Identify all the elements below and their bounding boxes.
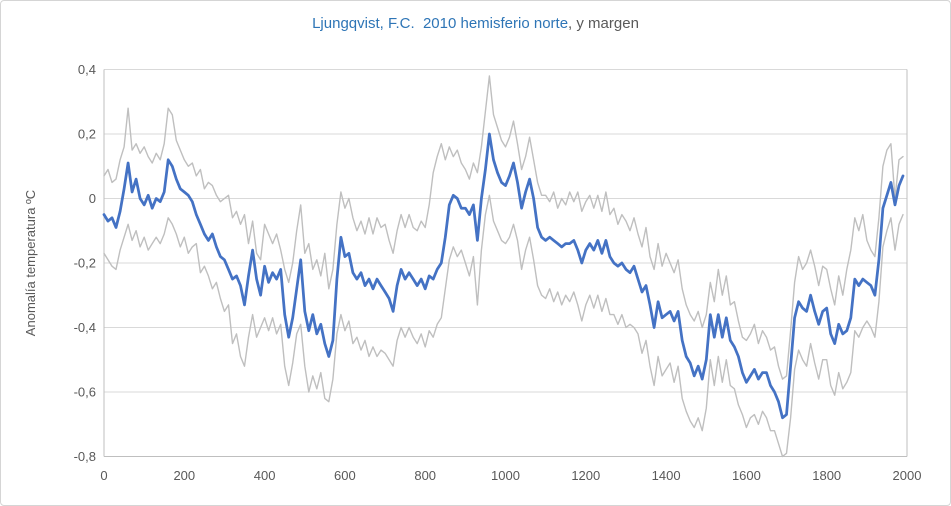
reconstruction-line bbox=[102, 132, 905, 420]
x-tick-label-5: 1000 bbox=[491, 468, 520, 483]
lower-margin-line bbox=[103, 194, 904, 458]
x-tick-label-10: 2000 bbox=[893, 468, 922, 483]
x-tick-label-4: 800 bbox=[414, 468, 436, 483]
upper-margin-line bbox=[103, 75, 904, 380]
chart-title-suffix: , y margen bbox=[568, 15, 639, 32]
x-tick-label-8: 1600 bbox=[732, 468, 761, 483]
y-tick-label-0: 0,4 bbox=[78, 62, 96, 77]
chart-title: Ljungqvist, F.C. 2010 hemisferio norte, … bbox=[1, 15, 950, 33]
x-tick-label-3: 600 bbox=[334, 468, 356, 483]
y-tick-label-5: -0,6 bbox=[74, 385, 96, 400]
x-tick-label-1: 200 bbox=[173, 468, 195, 483]
y-tick-label-2: 0 bbox=[89, 191, 96, 206]
y-tick-label-4: -0,4 bbox=[74, 320, 96, 335]
y-tick-label-6: -0,8 bbox=[74, 449, 96, 464]
chart-title-highlight: Ljungqvist, F.C. 2010 hemisferio norte bbox=[312, 15, 569, 32]
x-tick-label-2: 400 bbox=[254, 468, 276, 483]
x-tick-label-9: 1800 bbox=[812, 468, 841, 483]
y-tick-label-1: 0,2 bbox=[78, 127, 96, 142]
x-tick-label-0: 0 bbox=[100, 468, 107, 483]
y-axis-title: Anomalía temperatura ºC bbox=[23, 190, 38, 336]
y-tick-label-3: -0,2 bbox=[74, 256, 96, 271]
x-tick-label-7: 1400 bbox=[652, 468, 681, 483]
x-tick-label-6: 1200 bbox=[571, 468, 600, 483]
